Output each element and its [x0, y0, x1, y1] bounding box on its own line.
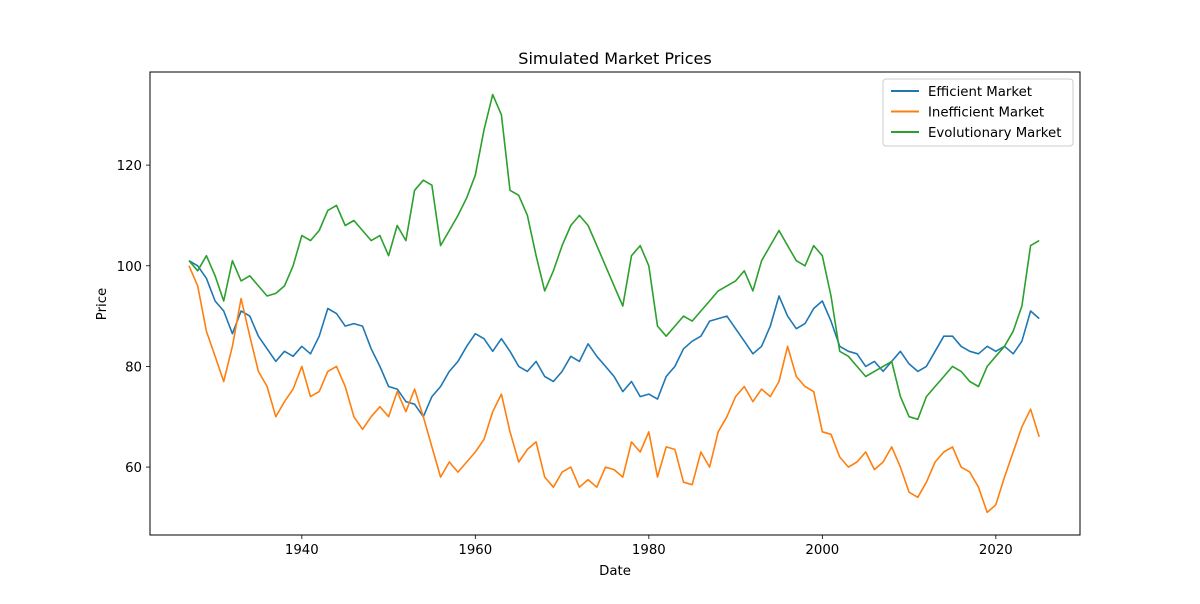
legend-label: Efficient Market	[928, 85, 1032, 100]
plot-area: 1940 1960 1980 2000 2020 60 80 100 120	[117, 71, 1081, 558]
x-axis-ticks: 1940 1960 1980 2000 2020	[285, 535, 1013, 558]
y-tick-label: 100	[117, 260, 142, 275]
x-tick-label: 1960	[458, 543, 492, 558]
y-axis-ticks: 60 80 100 120	[117, 159, 150, 476]
x-tick-label: 2000	[805, 543, 839, 558]
y-tick-label: 60	[125, 461, 142, 476]
legend-items: Efficient Market Inefficient Market Evolut…	[891, 85, 1061, 141]
x-tick-label: 1980	[632, 543, 666, 558]
legend-label: Evolutionary Market	[928, 126, 1061, 141]
series-line-inefficient-market	[188, 265, 1040, 514]
legend-box	[882, 78, 1074, 147]
legend: Efficient Market Inefficient Market Evolut…	[882, 78, 1074, 147]
series-line-evolutionary-market	[188, 93, 1040, 421]
legend-label: Inefficient Market	[928, 106, 1044, 121]
y-tick-label: 80	[125, 360, 142, 375]
x-axis-label: Date	[599, 564, 631, 579]
x-tick-label: 2020	[979, 543, 1013, 558]
y-tick-label: 120	[117, 159, 142, 174]
series-line-efficient-market	[188, 260, 1040, 418]
y-axis-label: Price	[95, 288, 110, 320]
chart-title: Simulated Market Prices	[518, 49, 711, 68]
axes-frame	[149, 71, 1081, 536]
series-group	[188, 93, 1040, 514]
x-tick-label: 1940	[285, 543, 319, 558]
